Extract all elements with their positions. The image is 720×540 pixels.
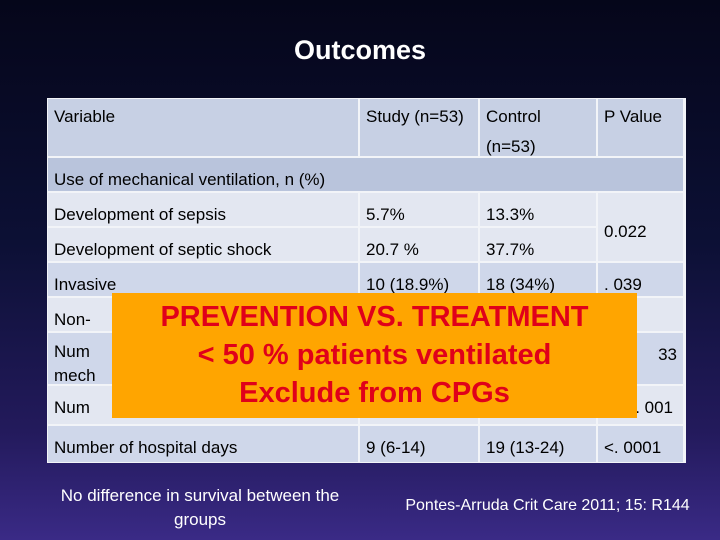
table-cell: Number of hospital days	[48, 426, 358, 462]
table-cell: Variable	[48, 99, 358, 156]
table-cell: . 039	[598, 263, 683, 296]
table-cell: <. 0001	[598, 426, 683, 462]
overlay-line: < 50 % patients ventilated	[197, 339, 552, 371]
table-cell: Invasive	[48, 263, 358, 296]
overlay-box: PREVENTION VS. TREATMENT < 50 % patients…	[112, 293, 637, 418]
overlay-line: PREVENTION VS. TREATMENT	[160, 301, 589, 333]
table-cell: 5.7%	[360, 193, 478, 226]
footer-note: No difference in survival between the gr…	[60, 486, 340, 529]
table-cell: Control (n=53)	[480, 99, 596, 156]
table-cell: 37.7%	[480, 228, 596, 261]
table-cell: 18 (34%)	[480, 263, 596, 296]
table-cell: 19 (13-24)	[480, 426, 596, 462]
table-cell: Study (n=53)	[360, 99, 478, 156]
overlay-line: Exclude from CPGs	[239, 377, 510, 409]
table-cell: Development of septic shock	[48, 228, 358, 261]
table-cell: Use of mechanical ventilation, n (%)	[48, 158, 683, 191]
slide-title: Outcomes	[293, 35, 427, 65]
citation: Pontes-Arruda Crit Care 2011; 15: R144	[405, 497, 690, 514]
table-cell: 13.3%	[480, 193, 596, 226]
table-cell: Development of sepsis	[48, 193, 358, 226]
table-cell: 0.022	[598, 193, 683, 261]
table-cell: Num mech	[54, 342, 96, 385]
table-cell: 10 (18.9%)	[360, 263, 478, 296]
table-cell: P Value	[598, 99, 683, 156]
table-cell: 20.7 %	[360, 228, 478, 261]
table-cell: 9 (6-14)	[360, 426, 478, 462]
